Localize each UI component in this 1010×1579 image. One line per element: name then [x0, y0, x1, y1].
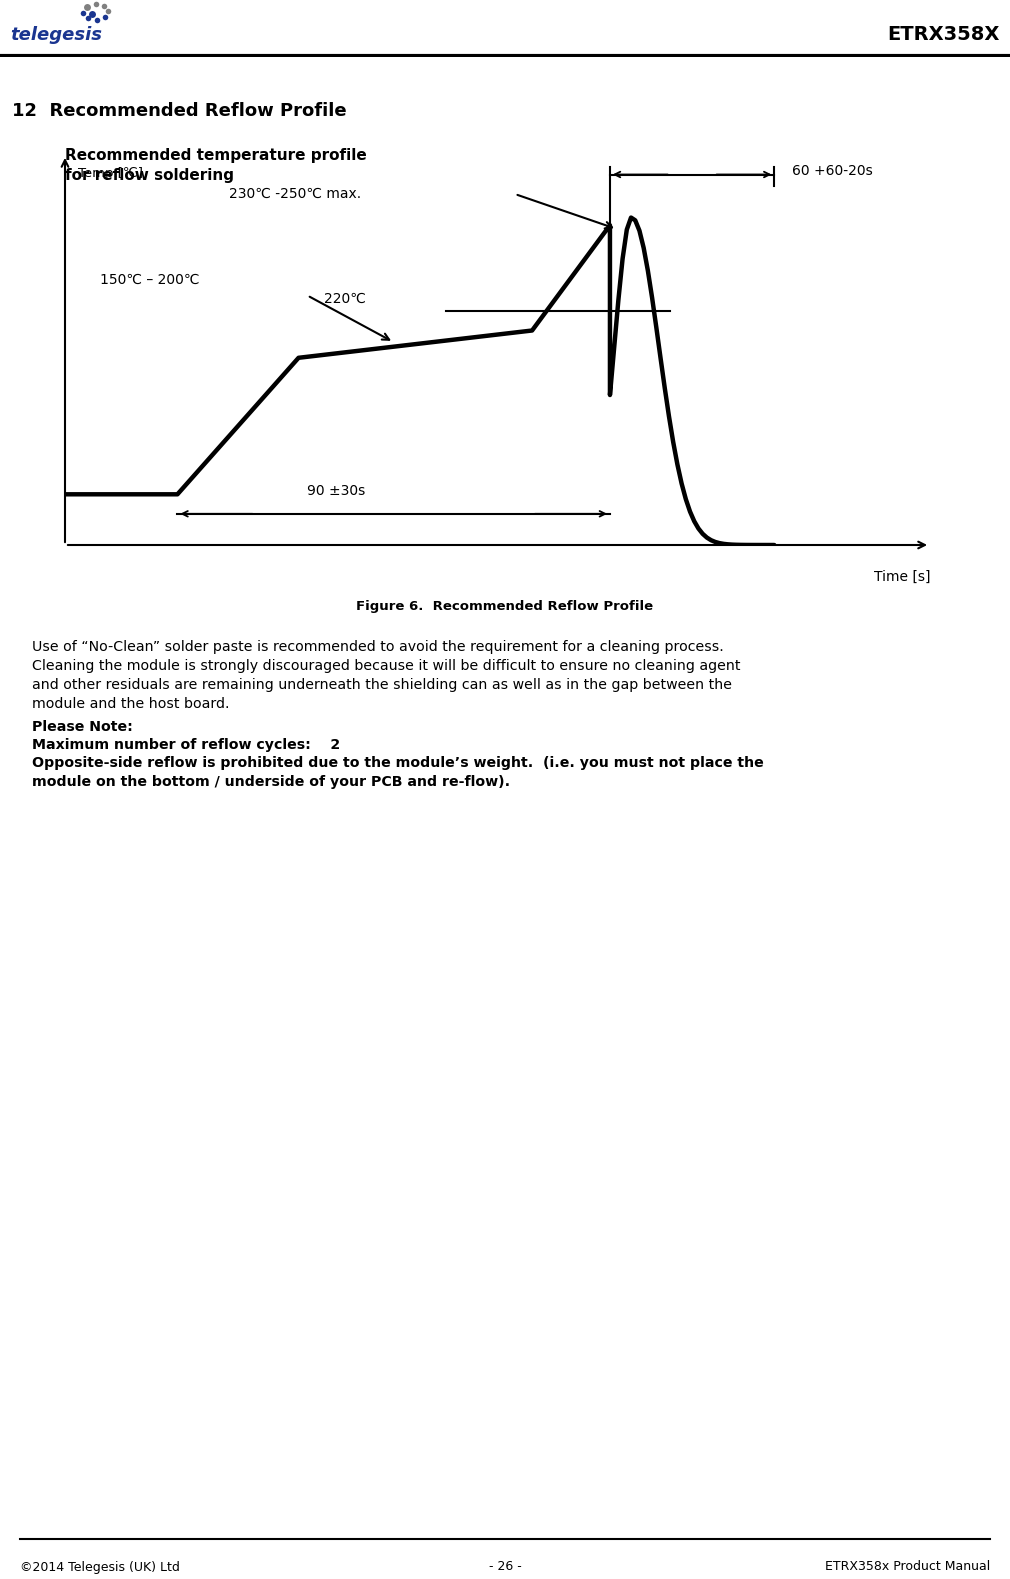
Text: 220℃: 220℃ [324, 292, 367, 306]
Text: telegesis: telegesis [10, 25, 102, 44]
Text: Opposite-side reflow is prohibited due to the module’s weight.  (i.e. you must n: Opposite-side reflow is prohibited due t… [32, 756, 765, 771]
Text: 230℃ -250℃ max.: 230℃ -250℃ max. [229, 186, 362, 201]
Text: Maximum number of reflow cycles:    2: Maximum number of reflow cycles: 2 [32, 737, 340, 752]
Text: 12  Recommended Reflow Profile: 12 Recommended Reflow Profile [12, 103, 346, 120]
Text: for reflow soldering: for reflow soldering [65, 167, 234, 183]
Text: Use of “No-Clean” solder paste is recommended to avoid the requirement for a cle: Use of “No-Clean” solder paste is recomm… [32, 639, 724, 654]
Text: Please Note:: Please Note: [32, 720, 133, 734]
Text: Recommended temperature profile: Recommended temperature profile [65, 148, 367, 163]
Text: 90 ±30s: 90 ±30s [307, 485, 366, 499]
Text: ETRX358X: ETRX358X [888, 25, 1000, 44]
Text: - 26 -: - 26 - [489, 1560, 521, 1574]
Text: 150℃ – 200℃: 150℃ – 200℃ [100, 273, 199, 287]
Text: ETRX358x Product Manual: ETRX358x Product Manual [825, 1560, 990, 1574]
Text: ©2014 Telegesis (UK) Ltd: ©2014 Telegesis (UK) Ltd [20, 1560, 180, 1574]
Text: and other residuals are remaining underneath the shielding can as well as in the: and other residuals are remaining undern… [32, 677, 732, 692]
Text: 60 +60-20s: 60 +60-20s [792, 164, 873, 177]
Text: Figure 6.  Recommended Reflow Profile: Figure 6. Recommended Reflow Profile [357, 600, 653, 613]
Text: module and the host board.: module and the host board. [32, 696, 230, 711]
Text: Time [s]: Time [s] [874, 570, 930, 584]
Text: Cleaning the module is strongly discouraged because it will be difficult to ensu: Cleaning the module is strongly discoura… [32, 658, 740, 673]
Text: module on the bottom / underside of your PCB and re-flow).: module on the bottom / underside of your… [32, 775, 510, 790]
Text: Temp.[℃]: Temp.[℃] [78, 167, 143, 180]
